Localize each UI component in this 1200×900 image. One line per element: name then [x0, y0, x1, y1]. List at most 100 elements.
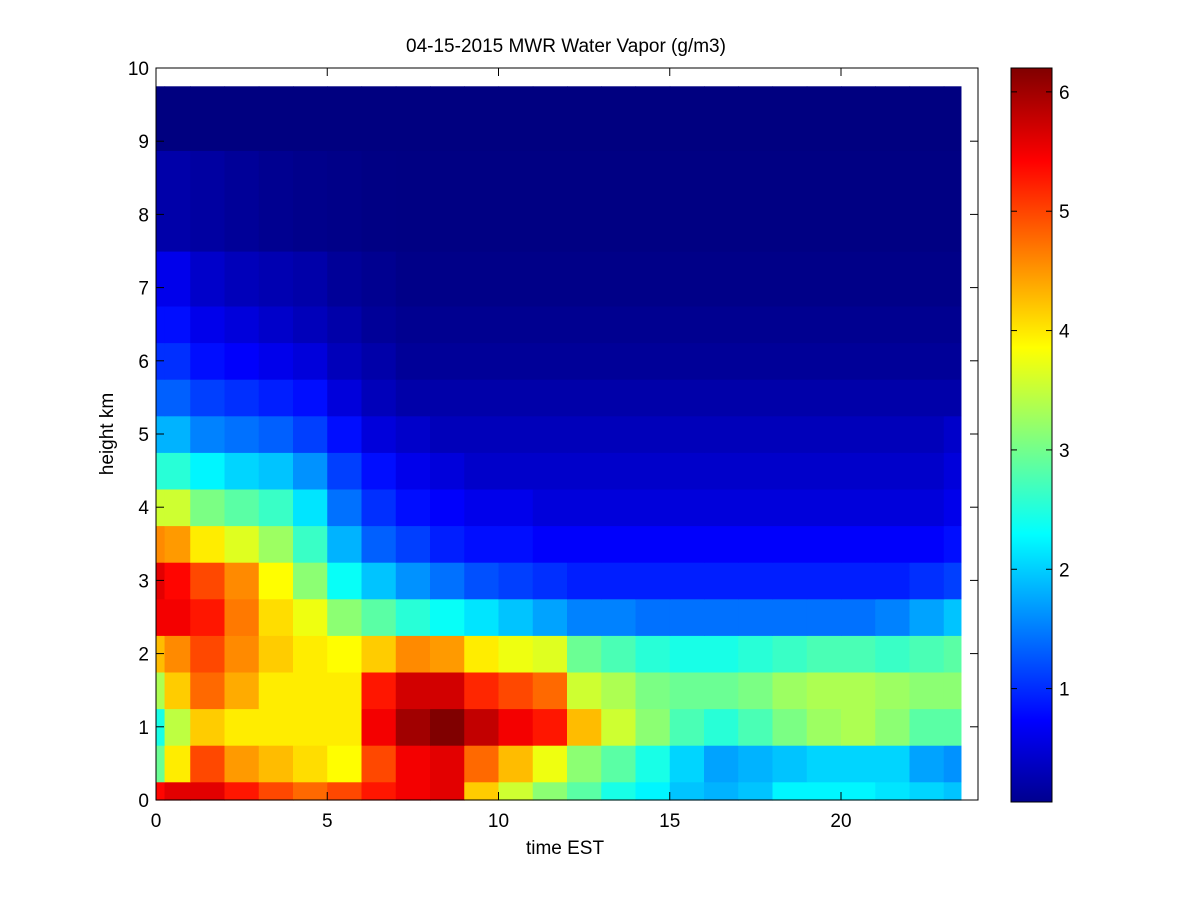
heatmap-cell — [293, 781, 328, 801]
heatmap-cell — [909, 150, 945, 252]
heatmap-cell — [190, 150, 226, 252]
heatmap-cell — [738, 488, 774, 527]
heatmap-cell — [567, 488, 602, 527]
y-tick-label: 6 — [138, 352, 149, 373]
heatmap-cell — [164, 342, 191, 380]
heatmap-cell — [464, 598, 500, 636]
heatmap-cell — [498, 671, 534, 710]
heatmap-cell — [875, 452, 911, 490]
heatmap-cell — [704, 379, 739, 417]
heatmap-cell — [464, 415, 500, 453]
heatmap-cell — [738, 150, 774, 252]
heatmap-cell — [498, 342, 534, 380]
heatmap-cell — [669, 745, 705, 783]
heatmap-cell — [361, 488, 397, 527]
heatmap-cell — [669, 671, 705, 710]
heatmap-cell — [567, 305, 602, 344]
heatmap-cell — [875, 781, 911, 801]
heatmap-cell — [567, 415, 602, 453]
heatmap-cell — [156, 379, 166, 417]
heatmap-cell — [704, 562, 739, 600]
heatmap-cell — [293, 452, 328, 490]
heatmap-cell — [361, 708, 397, 746]
heatmap-cell — [361, 635, 397, 673]
heatmap-cell — [156, 781, 166, 801]
heatmap-cell — [498, 415, 534, 453]
heatmap-cell — [532, 379, 568, 417]
heatmap-cell — [190, 745, 226, 783]
heatmap-cell — [909, 562, 945, 600]
heatmap-cell — [943, 379, 962, 417]
heatmap-cell — [669, 305, 705, 344]
heatmap-cell — [293, 562, 328, 600]
colorbar-frame — [1010, 67, 1053, 803]
heatmap-cell — [224, 525, 260, 563]
heatmap-cell — [464, 379, 500, 417]
heatmap-cell — [841, 671, 876, 710]
heatmap-cell — [601, 525, 637, 563]
heatmap-cell — [806, 525, 842, 563]
heatmap-cell — [704, 452, 739, 490]
heatmap-cell — [669, 488, 705, 527]
heatmap-cell — [395, 708, 431, 746]
heatmap-cell — [430, 251, 465, 307]
heatmap-cell — [704, 415, 739, 453]
heatmap-cell — [190, 379, 226, 417]
y-tick-label: 1 — [138, 718, 149, 739]
heatmap-cell — [430, 525, 465, 563]
heatmap-cell — [635, 708, 671, 746]
x-tick-label: 0 — [151, 811, 162, 832]
heatmap-cell — [567, 635, 602, 673]
heatmap-cell — [293, 745, 328, 783]
heatmap-cell — [601, 415, 637, 453]
heatmap-cell — [772, 598, 808, 636]
heatmap-cell — [772, 635, 808, 673]
heatmap-cell — [635, 671, 671, 710]
heatmap-cell — [327, 708, 363, 746]
heatmap-cell — [532, 562, 568, 600]
heatmap-cell — [943, 150, 962, 252]
heatmap-cell — [190, 86, 226, 151]
heatmap-cell — [567, 452, 602, 490]
heatmap-cell — [601, 671, 637, 710]
heatmap-cell — [806, 781, 842, 801]
heatmap-cell — [806, 415, 842, 453]
heatmap-cell — [943, 342, 962, 380]
heatmap-cell — [395, 86, 431, 151]
heatmap-cell — [293, 86, 328, 151]
heatmap-cell — [875, 671, 911, 710]
heatmap-cell — [361, 251, 397, 307]
heatmap-cell — [258, 305, 294, 344]
heatmap-cell — [841, 452, 876, 490]
x-tick-label: 5 — [322, 811, 333, 832]
heatmap-cell — [293, 150, 328, 252]
heatmap-cell — [772, 415, 808, 453]
heatmap-cell — [635, 598, 671, 636]
heatmap-cell — [567, 598, 602, 636]
heatmap-cell — [704, 150, 739, 252]
heatmap-cell — [601, 150, 637, 252]
heatmap-cell — [601, 251, 637, 307]
heatmap-cell — [875, 598, 911, 636]
heatmap-cell — [464, 251, 500, 307]
x-tick-label: 10 — [488, 811, 509, 832]
heatmap-cell — [635, 745, 671, 783]
colorbar-tick-label: 6 — [1059, 83, 1070, 104]
heatmap-cell — [327, 525, 363, 563]
heatmap-cell — [532, 525, 568, 563]
heatmap-cell — [224, 415, 260, 453]
heatmap-cell — [841, 150, 876, 252]
heatmap-cell — [601, 635, 637, 673]
heatmap-cell — [190, 488, 226, 527]
heatmap-cell — [395, 415, 431, 453]
heatmap-cell — [909, 415, 945, 453]
heatmap-plot-area — [155, 67, 979, 801]
heatmap-cell — [164, 150, 191, 252]
heatmap-cell — [224, 379, 260, 417]
heatmap-cell — [361, 525, 397, 563]
heatmap-cell — [464, 488, 500, 527]
heatmap-cell — [841, 305, 876, 344]
heatmap-cell — [395, 379, 431, 417]
heatmap-cell — [806, 562, 842, 600]
